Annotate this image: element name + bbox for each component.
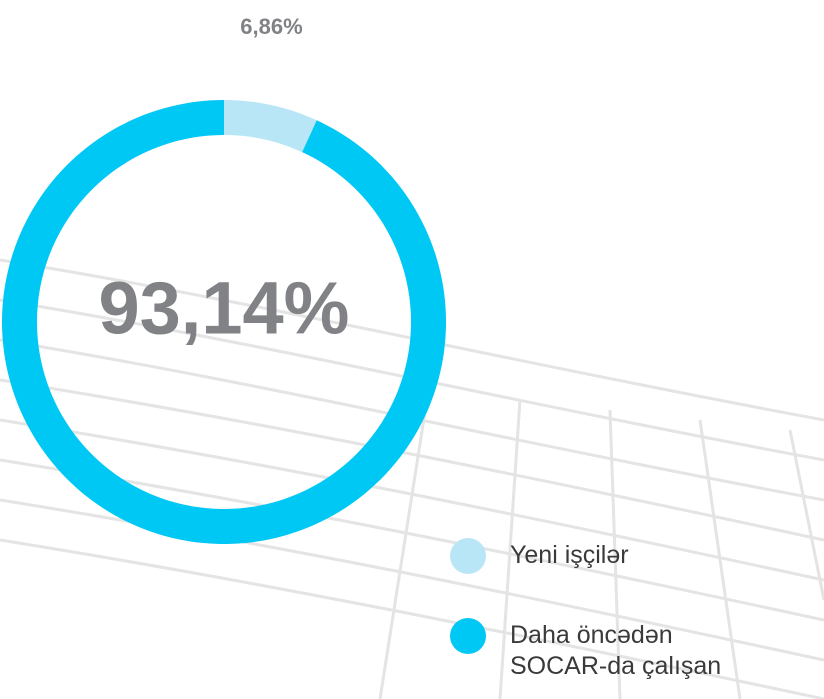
center-label: 93,14%: [99, 267, 350, 350]
legend-label: Yeni işçilər: [510, 540, 750, 571]
chart: 6,86% 93,14%: [0, 0, 824, 699]
page: 6,86% 93,14% Yeni işçilər Daha öncədən SOC…: [0, 0, 824, 699]
donut-slice: [224, 100, 317, 152]
slice-label: 6,86%: [240, 14, 302, 39]
legend-swatch: [450, 618, 486, 654]
legend-label: Daha öncədən SOCAR-da çalışan: [510, 620, 750, 682]
legend-swatch: [450, 538, 486, 574]
